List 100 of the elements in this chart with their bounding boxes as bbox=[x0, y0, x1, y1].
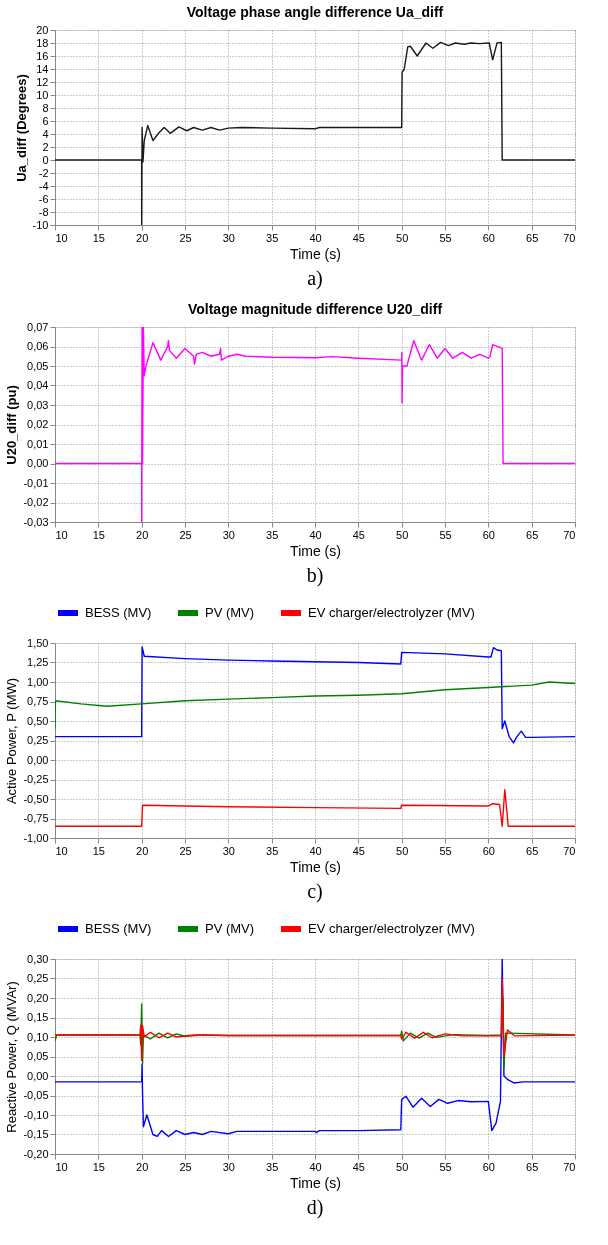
y-tick-label: 4 bbox=[42, 127, 49, 140]
y-tick-label: -0,02 bbox=[23, 496, 49, 508]
x-tick-label: 65 bbox=[526, 1160, 539, 1173]
chart-title: Voltage magnitude difference U20_diff bbox=[187, 301, 443, 317]
line-series bbox=[55, 977, 575, 1062]
y-tick-label: 0,01 bbox=[27, 437, 49, 450]
x-tick-label: 15 bbox=[92, 528, 105, 541]
line-series bbox=[55, 681, 575, 730]
y-tick-label: -0,15 bbox=[23, 1128, 49, 1140]
y-tick-label: -1,00 bbox=[23, 831, 49, 844]
x-tick-label: 25 bbox=[179, 528, 192, 541]
text: b) bbox=[306, 564, 324, 587]
y-tick-label: 0,25 bbox=[27, 734, 49, 746]
x-tick-label: 45 bbox=[352, 1160, 365, 1173]
y-tick-label: 0,07 bbox=[27, 320, 49, 333]
x-tick-label: 10 bbox=[55, 528, 68, 541]
x-tick-label: 50 bbox=[396, 1160, 409, 1173]
chart-title: Voltage phase angle difference Ua_diff bbox=[186, 4, 444, 20]
x-tick-label: 50 bbox=[396, 231, 409, 244]
x-tick-label: 20 bbox=[136, 528, 149, 541]
x-tick-label: 30 bbox=[222, 528, 235, 541]
x-tick-label: 20 bbox=[136, 1160, 149, 1173]
x-tick-label: 70 bbox=[563, 844, 576, 857]
x-axis-title: Time (s) bbox=[290, 1174, 341, 1191]
x-axis-title: Time (s) bbox=[290, 542, 341, 559]
x-tick-label: 15 bbox=[92, 1160, 105, 1173]
y-tick-label: 18 bbox=[36, 36, 49, 49]
y-tick-label: -6 bbox=[38, 192, 49, 205]
x-tick-label: 30 bbox=[222, 231, 235, 244]
y-tick-label: 0,05 bbox=[27, 359, 49, 372]
x-tick-label: 30 bbox=[222, 1160, 235, 1173]
x-tick-label: 70 bbox=[563, 1160, 576, 1173]
x-tick-label: 65 bbox=[526, 844, 539, 857]
y-tick-label: 0,04 bbox=[27, 379, 49, 391]
y-tick-label: -2 bbox=[38, 166, 49, 179]
legend-label: PV (MV) bbox=[205, 921, 255, 936]
y-tick-label: 0,30 bbox=[27, 952, 49, 965]
x-tick-label: 15 bbox=[92, 844, 105, 857]
text: a) bbox=[307, 267, 323, 290]
x-tick-label: 40 bbox=[309, 231, 322, 244]
x-tick-label: 35 bbox=[266, 231, 279, 244]
y-tick-label: 20 bbox=[36, 23, 49, 36]
x-tick-label: 65 bbox=[526, 231, 539, 244]
x-axis-title: Time (s) bbox=[290, 858, 341, 875]
y-tick-label: 0,00 bbox=[27, 457, 49, 469]
y-tick-label: 0,06 bbox=[27, 340, 49, 352]
y-tick-label: 2 bbox=[42, 140, 49, 153]
x-tick-label: 10 bbox=[55, 844, 68, 857]
x-tick-label: 35 bbox=[266, 1160, 279, 1173]
y-axis-title: Ua_diff (Degrees) bbox=[13, 74, 29, 182]
legend-label: BESS (MV) bbox=[85, 605, 152, 620]
x-tick-label: 45 bbox=[352, 844, 365, 857]
y-tick-label: 0,50 bbox=[27, 714, 49, 727]
x-tick-label: 55 bbox=[439, 1160, 452, 1173]
y-tick-label: -0,25 bbox=[23, 773, 49, 785]
x-tick-label: 15 bbox=[92, 231, 105, 244]
x-tick-label: 20 bbox=[136, 844, 149, 857]
x-tick-label: 25 bbox=[179, 231, 192, 244]
x-tick-label: 25 bbox=[179, 844, 192, 857]
x-tick-label: 60 bbox=[482, 844, 495, 857]
x-tick-label: 40 bbox=[309, 844, 322, 857]
x-tick-label: 50 bbox=[396, 528, 409, 541]
x-tick-label: 20 bbox=[136, 231, 149, 244]
x-tick-label: 45 bbox=[352, 231, 365, 244]
x-tick-label: 60 bbox=[482, 1160, 495, 1173]
x-tick-label: 40 bbox=[309, 528, 322, 541]
y-tick-label: 0,10 bbox=[27, 1030, 49, 1043]
y-tick-label: 0,15 bbox=[27, 1011, 49, 1023]
y-tick-label: -0,50 bbox=[23, 792, 49, 805]
y-tick-label: 0,05 bbox=[27, 1050, 49, 1062]
x-tick-label: 40 bbox=[309, 1160, 322, 1173]
y-tick-label: -4 bbox=[38, 179, 49, 192]
y-tick-label: -0,75 bbox=[23, 812, 49, 824]
y-tick-label: 0,25 bbox=[27, 972, 49, 984]
y-tick-label: 0 bbox=[42, 153, 49, 166]
y-tick-label: 1,50 bbox=[27, 636, 49, 649]
y-tick-label: 16 bbox=[36, 49, 49, 62]
y-tick-label: 0,20 bbox=[27, 991, 49, 1004]
y-tick-label: 0,03 bbox=[27, 398, 49, 411]
x-tick-label: 35 bbox=[266, 844, 279, 857]
line-series bbox=[55, 788, 575, 827]
y-tick-label: 1,25 bbox=[27, 656, 49, 668]
x-tick-label: 45 bbox=[352, 528, 365, 541]
x-tick-label: 65 bbox=[526, 528, 539, 541]
y-tick-label: 0,75 bbox=[27, 695, 49, 707]
x-tick-label: 60 bbox=[482, 528, 495, 541]
y-tick-label: 6 bbox=[42, 114, 49, 127]
x-tick-label: 60 bbox=[482, 231, 495, 244]
x-tick-label: 35 bbox=[266, 528, 279, 541]
y-tick-label: -0,01 bbox=[23, 476, 49, 489]
y-tick-label: -10 bbox=[32, 218, 49, 231]
x-axis-title: Time (s) bbox=[290, 245, 341, 262]
y-tick-label: 12 bbox=[36, 75, 49, 88]
text: d) bbox=[306, 1196, 324, 1219]
x-tick-label: 25 bbox=[179, 1160, 192, 1173]
legend-label: PV (MV) bbox=[205, 605, 255, 620]
x-tick-label: 10 bbox=[55, 1160, 68, 1173]
y-tick-label: -8 bbox=[38, 205, 49, 218]
x-tick-label: 50 bbox=[396, 844, 409, 857]
y-tick-label: -0,10 bbox=[23, 1108, 49, 1121]
